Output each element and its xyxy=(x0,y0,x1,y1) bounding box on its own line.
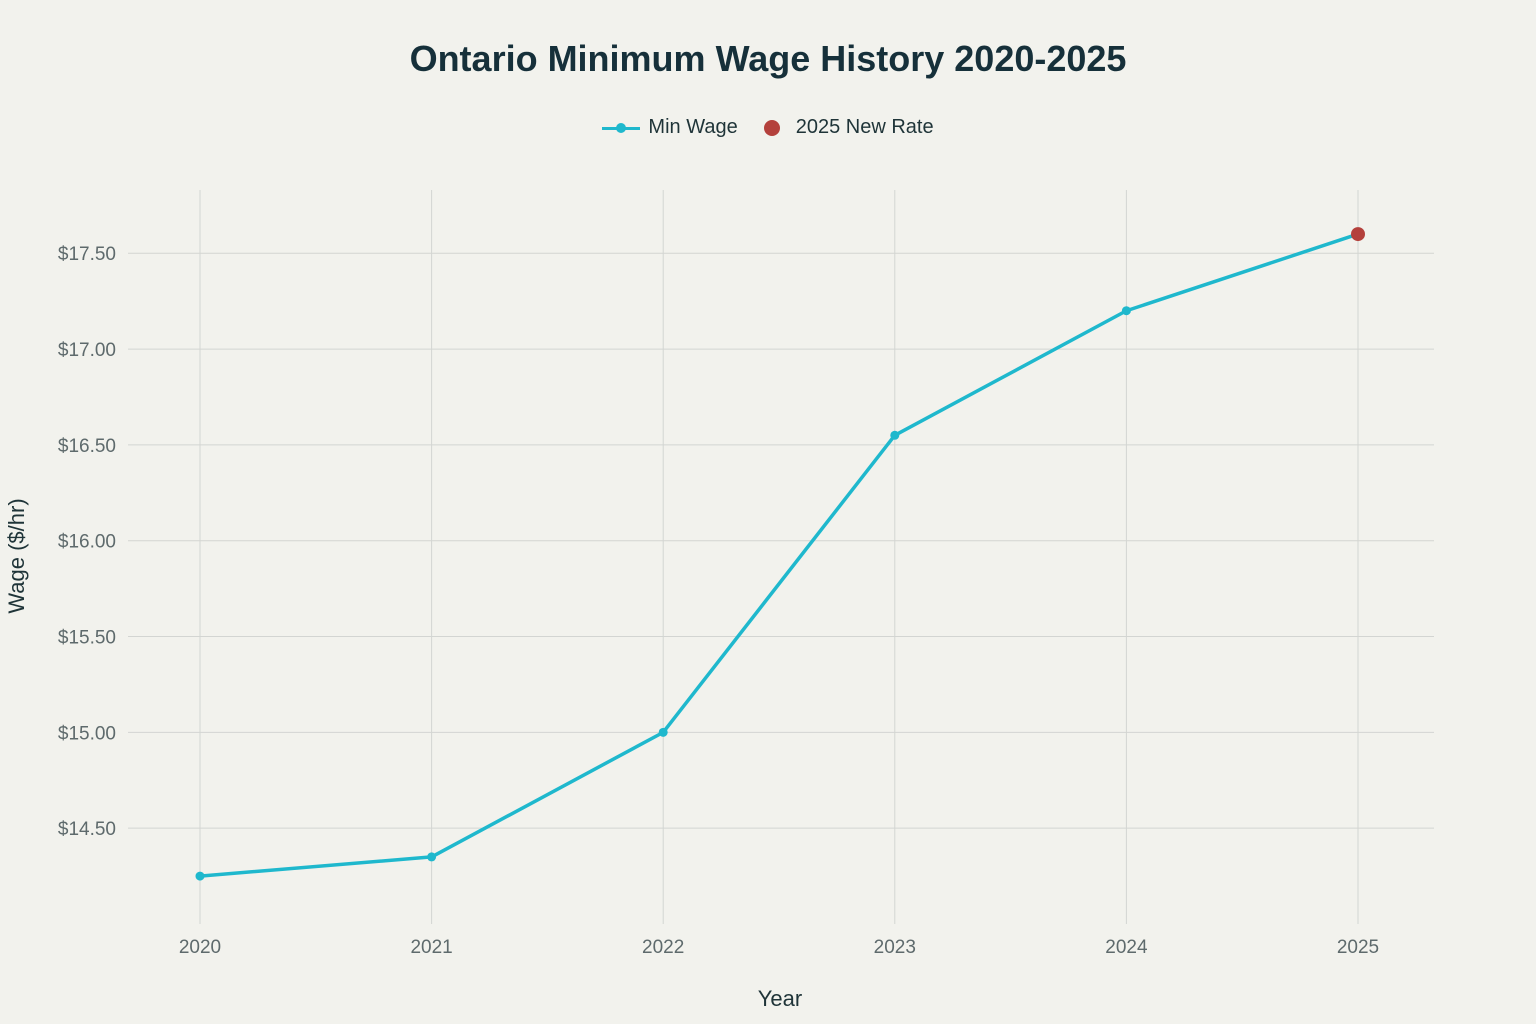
y-tick-label: $15.00 xyxy=(58,723,116,744)
x-tick-label: 2024 xyxy=(1105,937,1148,958)
x-axis-title: Year xyxy=(758,986,802,1011)
x-tick-label: 2020 xyxy=(179,937,221,958)
x-tick-label: 2021 xyxy=(410,937,452,958)
data-point-min-wage[interactable] xyxy=(427,852,437,862)
y-tick-label: $17.00 xyxy=(58,340,116,361)
tick-labels: $14.50 $15.00 $15.50 $16.00 $16.50 $17.00 $17.… xyxy=(58,244,1379,958)
series-layer xyxy=(195,227,1365,881)
data-point-min-wage[interactable] xyxy=(195,871,205,881)
x-tick-label: 2023 xyxy=(874,937,916,958)
legend-item-2025-new-rate[interactable]: 2025 New Rate xyxy=(763,116,934,139)
y-tick-label: $17.50 xyxy=(58,244,116,265)
legend-line-marker-icon xyxy=(602,119,641,137)
series-line-min-wage xyxy=(198,232,1360,878)
data-point-min-wage[interactable] xyxy=(1121,306,1131,316)
chart-legend: Min Wage 2025 New Rate xyxy=(0,116,1536,139)
y-tick-label: $16.00 xyxy=(58,532,116,553)
grid-layer xyxy=(128,190,1434,924)
y-tick-label: $16.50 xyxy=(58,436,116,457)
legend-label-2025-new-rate: 2025 New Rate xyxy=(795,116,934,138)
y-tick-label: $14.50 xyxy=(58,819,116,840)
chart-title: Ontario Minimum Wage History 2020-2025 xyxy=(409,38,1127,79)
legend-label-min-wage: Min Wage xyxy=(648,116,738,138)
data-point-min-wage[interactable] xyxy=(890,430,900,440)
legend-item-min-wage[interactable]: Min Wage xyxy=(602,116,738,139)
x-tick-label: 2025 xyxy=(1337,937,1379,958)
y-axis-title: Wage ($/hr) xyxy=(4,498,29,613)
data-point-2025-new-rate[interactable] xyxy=(1351,227,1365,242)
data-point-min-wage[interactable] xyxy=(658,727,668,737)
legend-dot-marker-icon xyxy=(763,119,780,136)
y-tick-label: $15.50 xyxy=(58,628,116,649)
x-tick-label: 2022 xyxy=(642,937,684,958)
